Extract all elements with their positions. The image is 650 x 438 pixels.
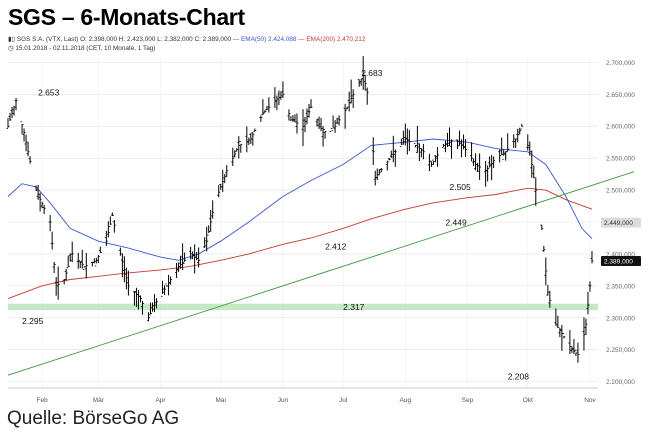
- clock-icon: ◷: [8, 45, 14, 52]
- y-tick-label: 2.550,000: [606, 156, 635, 163]
- y-tick-label: 2.300,000: [606, 315, 635, 322]
- price-boxes: 2.449,000 2.389,000: [601, 217, 641, 266]
- y-tick-label: 2.350,000: [606, 283, 635, 290]
- price-annotation: 2.449: [445, 218, 467, 228]
- y-tick-label: 2.400,000: [606, 251, 635, 258]
- x-tick-label: Aug: [400, 397, 412, 404]
- bar-chart-icon: ▮▯: [8, 36, 16, 43]
- chart-title: SGS – 6-Monats-Chart: [8, 4, 245, 30]
- x-tick-label: Mai: [215, 397, 225, 404]
- price-annotations: 2.653 2.683 2.505 2.449 2.412 2.317 2.295 2.208: [22, 68, 529, 381]
- y-tick-label: 2.250,000: [606, 347, 635, 354]
- x-tick-label: Mär: [93, 397, 105, 404]
- level-box-label: 2.449,000: [604, 220, 633, 227]
- ema50-path: [7, 138, 593, 261]
- ema50-legend: — EMA(50) 2.424,088: [232, 36, 297, 43]
- x-tick-label: Feb: [37, 397, 49, 404]
- ema200-legend: — EMA(200) 2.470,212: [298, 36, 366, 43]
- support-band-rect: [8, 303, 598, 311]
- trend-line-path: [7, 171, 635, 376]
- x-tick-label: Jun: [278, 397, 289, 404]
- grid-lines: [8, 56, 598, 389]
- x-tick-label: Okt: [523, 397, 533, 404]
- price-annotation: 2.412: [325, 241, 347, 251]
- support-band: [8, 303, 598, 311]
- date-range: 15.01.2018 - 02.11.2018 (CET, 10 Monate,…: [15, 45, 156, 52]
- x-tick-label: Nov: [584, 397, 596, 404]
- ohlc-values: O: 2.398,000 H: 2.423,000 L: 2.382,000 C…: [80, 36, 232, 43]
- x-tick-label: Sep: [462, 397, 474, 404]
- trend-line: [7, 171, 635, 376]
- y-tick-label: 2.650,000: [606, 92, 635, 99]
- price-annotation: 2.295: [22, 316, 44, 326]
- y-tick-label: 2.500,000: [606, 188, 635, 195]
- y-tick-label: 2.700,000: [606, 60, 635, 67]
- price-bars: [6, 56, 594, 363]
- date-range-info: ◷ 15.01.2018 - 02.11.2018 (CET, 10 Monat…: [8, 44, 155, 52]
- ema50-line: [7, 138, 593, 261]
- level-box-label-bg: [601, 217, 641, 228]
- source-caption: Quelle: BörseGo AG: [7, 408, 180, 429]
- instrument-info: ▮▯ SGS S.A. (VTX, Last) O: 2.398,000 H: …: [8, 35, 365, 43]
- price-annotation: 2.208: [508, 372, 530, 382]
- y-tick-label: 2.200,000: [606, 379, 635, 386]
- last-price-label-bg: [601, 255, 641, 266]
- price-annotation: 2.317: [343, 302, 365, 312]
- ema200-line: [7, 187, 593, 300]
- x-axis-labels: Feb Mär Apr Mai Jun Jul Aug Sep Okt Nov: [37, 397, 597, 404]
- price-annotation: 2.505: [449, 182, 471, 192]
- y-tick-label: 2.600,000: [606, 124, 635, 131]
- ema200-path: [7, 187, 593, 300]
- instrument-name: SGS S.A. (VTX, Last): [16, 36, 79, 43]
- x-tick-label: Apr: [155, 397, 166, 404]
- price-annotation: 2.653: [38, 87, 60, 97]
- price-annotation: 2.683: [361, 68, 383, 78]
- x-tick-label: Jul: [339, 397, 348, 404]
- last-price-label: 2.389,000: [604, 258, 633, 265]
